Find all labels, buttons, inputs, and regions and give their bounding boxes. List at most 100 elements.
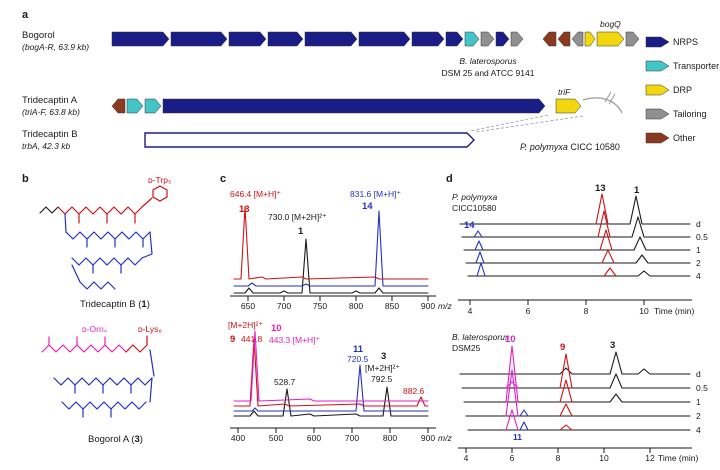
legend-arrow-drp bbox=[645, 84, 670, 96]
peak-label-730: 730.0 [M+2H]²⁺ bbox=[268, 212, 327, 222]
tick-label: 850 bbox=[385, 301, 399, 311]
compound-number-14: 14 bbox=[464, 220, 475, 231]
gene-arrow bbox=[111, 98, 126, 114]
gene-arrow bbox=[411, 31, 445, 47]
tick-label: 8 bbox=[556, 453, 561, 463]
cluster-name-bogorol: Bogorol bbox=[22, 30, 55, 41]
structure-bond bbox=[86, 238, 144, 248]
gene-cluster-bogorol: bogQ bbox=[111, 19, 640, 47]
compound-number-3: 3 bbox=[610, 340, 615, 351]
organism-bottom-name: P. polymyxa bbox=[520, 142, 568, 152]
gene-arrow bbox=[304, 31, 358, 47]
structure-bond bbox=[61, 401, 147, 410]
chrom-title-strain: CICC10580 bbox=[452, 203, 497, 213]
peak-label-441: 441.8 bbox=[241, 334, 263, 344]
trace-peak-blue bbox=[476, 262, 486, 277]
compound-number-1: 1 bbox=[634, 185, 640, 196]
trace-label: 4 bbox=[696, 271, 701, 281]
compound-number: 1 bbox=[141, 299, 147, 310]
trace-label: 4 bbox=[696, 425, 701, 435]
chrom-title-strain: DSM25 bbox=[452, 343, 481, 353]
panel-d-label: d bbox=[446, 173, 453, 185]
compound-number-9: 9 bbox=[230, 334, 235, 345]
cluster-detail-tridecaptin-a: (triA-F, 63.8 kb) bbox=[22, 107, 80, 117]
legend: NRPS Transporter DRP Tailoring Other bbox=[645, 36, 719, 144]
caption-tridecaptin-b: Tridecaptin B (1) bbox=[80, 299, 150, 310]
structure-bond bbox=[141, 197, 153, 208]
zoom-dash-line bbox=[475, 115, 584, 133]
axis-label-mz: m/z bbox=[438, 301, 452, 311]
structure-bond bbox=[64, 213, 67, 233]
tick-label: 8 bbox=[584, 306, 589, 316]
structure-bond bbox=[78, 213, 136, 224]
tick-label: 12 bbox=[645, 453, 655, 463]
zoom-dash-line bbox=[469, 114, 549, 132]
trace-peak-blue bbox=[475, 251, 485, 264]
compound-number-11: 11 bbox=[353, 344, 364, 355]
trace-0.5 bbox=[461, 373, 691, 389]
legend-arrow-other bbox=[645, 132, 670, 144]
gene-arrow bbox=[126, 98, 144, 114]
caption-text: Bogorol A ( bbox=[88, 434, 135, 445]
trace-1 bbox=[463, 393, 691, 403]
legend-arrow-transporter bbox=[645, 60, 670, 72]
structure-bond bbox=[65, 231, 151, 240]
organism-bottom: P. polymyxa CICC 10580 bbox=[520, 142, 620, 152]
break-mark bbox=[608, 93, 616, 105]
trace-d bbox=[459, 351, 691, 375]
trace-label: d bbox=[696, 219, 701, 229]
compound-number-13: 13 bbox=[595, 183, 606, 194]
structure-bond bbox=[41, 344, 127, 353]
lys-label: ᴅ-Lys₈ bbox=[138, 324, 162, 334]
compound-number-3: 3 bbox=[381, 351, 386, 362]
tick-label: 750 bbox=[313, 301, 327, 311]
panel-d: d P. polymyxa CICC10580 13 1 14 d 0.5 1 bbox=[446, 173, 708, 463]
gene-arrow bbox=[571, 31, 584, 47]
gene-arrow bbox=[510, 31, 524, 47]
tick-label: 4 bbox=[468, 306, 473, 316]
gene-label-bogQ: bogQ bbox=[600, 19, 621, 29]
structure-bond bbox=[74, 384, 132, 394]
spectrum-trace-black bbox=[233, 386, 429, 417]
gene-arrow bbox=[495, 31, 510, 47]
trace-label: 1 bbox=[696, 245, 701, 255]
gene-arrow bbox=[358, 31, 411, 47]
trace-label: 0.5 bbox=[696, 232, 708, 242]
trace-label: 2 bbox=[696, 411, 701, 421]
tick-label: 700 bbox=[345, 433, 359, 443]
legend-arrow-nrps bbox=[645, 36, 670, 48]
structure-bond bbox=[71, 264, 81, 283]
peak-label-831: 831.6 [M+H]⁺ bbox=[350, 189, 401, 199]
ion-label-3: [M+2H]²⁺ bbox=[365, 363, 400, 373]
panel-a-label: a bbox=[22, 9, 29, 21]
trace-peak-magenta bbox=[505, 345, 519, 403]
structure-bond bbox=[82, 408, 112, 418]
mass-spectrum-top: 650 700 750 800 850 900 m/z 646.4 [M+H]⁺… bbox=[230, 189, 452, 311]
spectrum-trace-blue bbox=[233, 364, 429, 412]
tick-label: 800 bbox=[349, 301, 363, 311]
trace-4 bbox=[467, 270, 691, 277]
legend-label-drp: DRP bbox=[673, 85, 692, 95]
compound-number-1: 1 bbox=[298, 226, 304, 237]
chrom-title-organism: B. laterosporus bbox=[452, 332, 510, 342]
peak-label-792: 792.5 bbox=[371, 374, 393, 384]
structure-bond bbox=[149, 377, 153, 403]
trace-peak-red bbox=[559, 403, 573, 417]
trace-peak-red bbox=[559, 424, 573, 431]
gene-arrow-bogQ bbox=[596, 31, 625, 47]
chromatogram-laterosporus: B. laterosporus DSM25 10 9 3 11 d 0.5 1 bbox=[452, 332, 708, 463]
compound-number: 3 bbox=[134, 434, 139, 445]
trace-peak-magenta bbox=[505, 409, 519, 431]
break-mark bbox=[604, 91, 612, 103]
panel-a: a Bogorol (bogA-R, 63.9 kb) Tridecaptin … bbox=[22, 9, 719, 152]
tick-label: 10 bbox=[599, 453, 609, 463]
structure-bond bbox=[57, 206, 143, 215]
trace-label: 0.5 bbox=[696, 383, 708, 393]
trace-1 bbox=[463, 236, 691, 251]
chrom-title-organism: P. polymyxa bbox=[452, 192, 497, 202]
organism-top-strain: DSM 25 and ATCC 9141 bbox=[442, 68, 535, 78]
spectrum-trace-magenta bbox=[233, 330, 429, 402]
panel-c: c 650 700 750 800 850 900 m/z 646.4 [M+H… bbox=[220, 173, 452, 443]
